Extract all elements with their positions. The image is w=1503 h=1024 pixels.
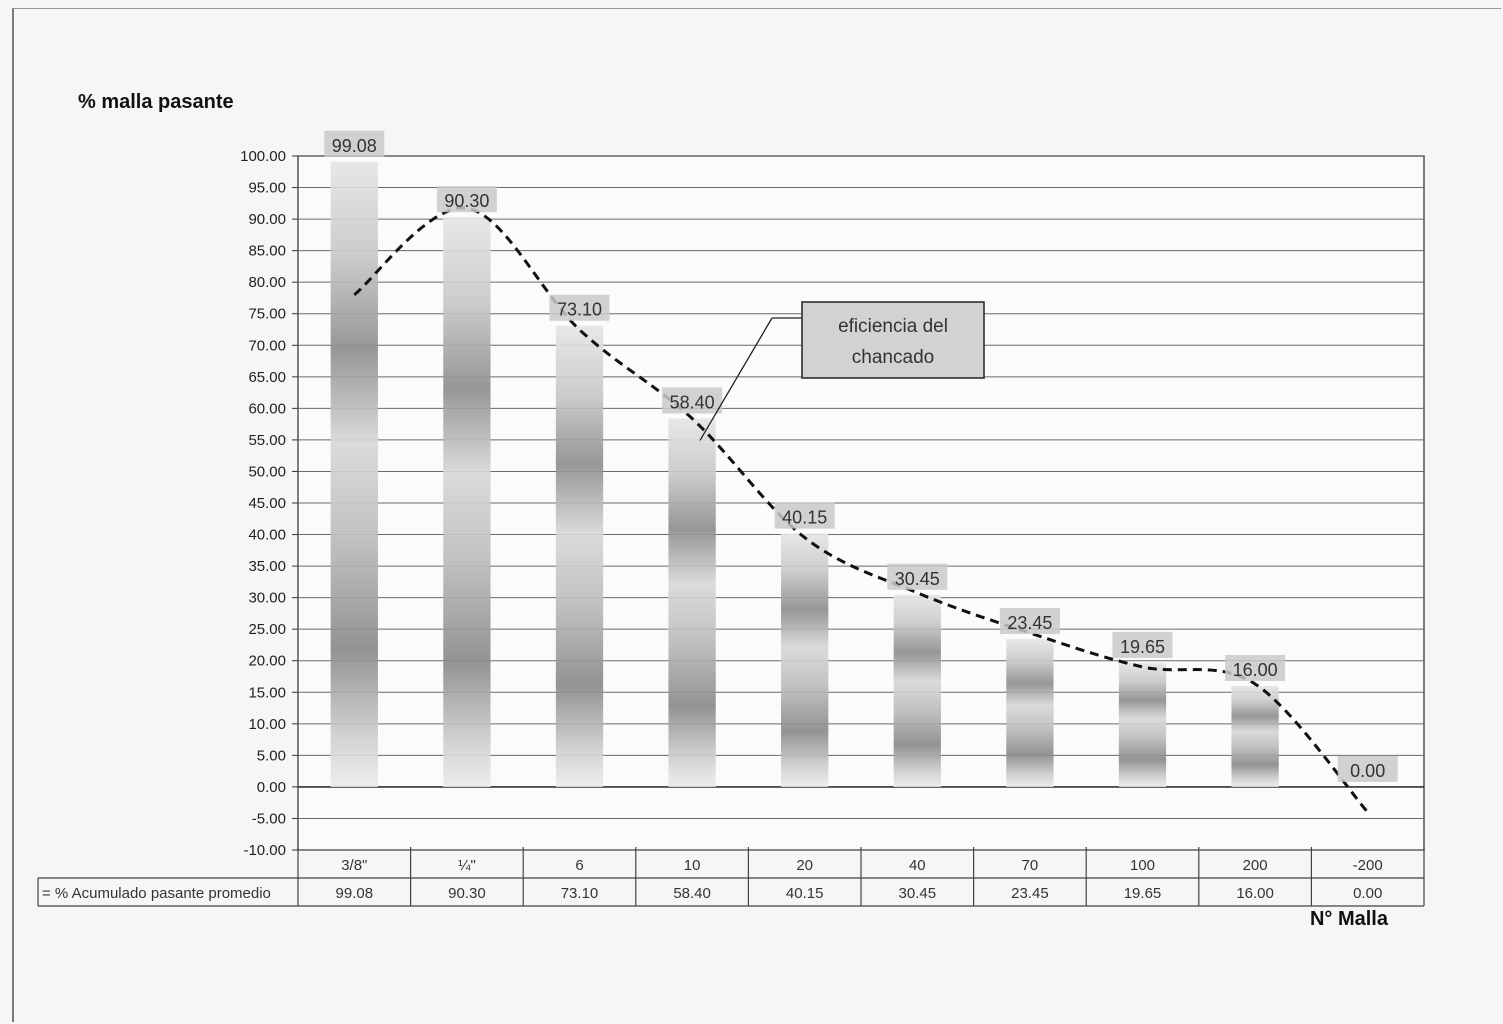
data-label-bg	[324, 130, 385, 157]
data-label-bg	[436, 186, 497, 213]
data-label-bg	[999, 607, 1060, 634]
y-tick-label: 45.00	[248, 495, 286, 512]
y-tick-label: 65.00	[248, 369, 286, 386]
y-tick-label: -5.00	[252, 810, 286, 827]
bar	[1231, 685, 1279, 787]
data-label: 0.00	[1350, 761, 1385, 781]
y-tick-label: 85.00	[248, 243, 286, 260]
y-tick-label: 30.00	[248, 590, 286, 607]
data-label: 30.45	[895, 569, 940, 589]
y-tick-label: 5.00	[257, 747, 286, 764]
annotation-text: chancado	[852, 347, 934, 368]
y-tick-label: 95.00	[248, 180, 286, 197]
data-label-bg	[887, 563, 948, 590]
table-value: 40.15	[786, 885, 824, 902]
bar	[555, 325, 604, 787]
data-table: 3/8" ¼" 6 10 20 40 70 100 200 -200 99.08 90.30 73.10…	[37, 847, 1425, 907]
trendline	[353, 206, 1369, 814]
bar	[1118, 662, 1167, 787]
bar	[781, 533, 829, 787]
table-value: 90.30	[448, 885, 486, 902]
trendline-path	[353, 206, 1369, 814]
x-tick-label: 10	[684, 857, 701, 874]
y-tick-label: 90.00	[248, 211, 286, 228]
callout-pointer	[699, 317, 773, 441]
x-tick-label: -200	[1353, 857, 1383, 874]
y-tick-label: 15.00	[248, 684, 286, 701]
y-tick-label: 20.00	[248, 653, 286, 670]
y-tick-label: 50.00	[248, 463, 286, 480]
table-value: 73.10	[561, 885, 599, 902]
data-label: 99.08	[332, 136, 377, 156]
y-tick-label: 60.00	[248, 400, 286, 417]
x-tick-label: 6	[575, 857, 583, 874]
data-label-bg	[1112, 631, 1173, 658]
data-label: 19.65	[1120, 637, 1165, 657]
data-label-bg	[549, 294, 610, 321]
data-label-bg	[1337, 755, 1398, 782]
bars	[330, 161, 1279, 787]
axes: -10.00 -5.00 0.00 5.00 10.00 15.00 20.00 25.00 3…	[240, 148, 298, 859]
x-axis-title: N° Malla	[1310, 908, 1389, 930]
x-tick-label: 20	[796, 857, 813, 874]
bar	[893, 594, 941, 787]
y-tick-label: 0.00	[257, 779, 286, 796]
y-tick-label: 55.00	[248, 432, 286, 449]
y-tick-label: 100.00	[240, 148, 286, 165]
data-label-bg	[662, 387, 723, 414]
x-tick-label: 3/8"	[341, 857, 367, 874]
annotation: eficiencia del chancado	[699, 301, 985, 441]
data-label-bg	[774, 502, 835, 529]
x-tick-label: 100	[1130, 857, 1155, 874]
data-label-bg	[1225, 654, 1286, 681]
table-value: 30.45	[899, 885, 937, 902]
annotation-text: eficiencia del	[838, 316, 948, 337]
table-value: 99.08	[336, 885, 374, 902]
y-tick-label: 25.00	[248, 621, 286, 638]
data-label: 16.00	[1233, 660, 1278, 680]
x-tick-label: 40	[909, 857, 926, 874]
annotation-box	[801, 301, 985, 379]
y-tick-label: 10.00	[248, 716, 286, 733]
y-tick-label: 35.00	[248, 558, 286, 575]
y-tick-label: 75.00	[248, 306, 286, 323]
data-label: 23.45	[1007, 613, 1052, 633]
table-series-name: = % Acumulado pasante promedio	[42, 885, 271, 902]
data-labels: 99.08 90.30 73.10 58.40 40.15 30.45 23.45 19.65…	[324, 130, 1398, 782]
data-label: 40.15	[782, 508, 827, 528]
table-value: 58.40	[673, 885, 711, 902]
x-tick-label: 200	[1243, 857, 1268, 874]
bar	[668, 418, 716, 787]
bar	[330, 161, 378, 787]
y-tick-label: -10.00	[243, 842, 286, 859]
y-tick-label: 40.00	[248, 527, 286, 544]
bar	[1006, 638, 1054, 787]
table-value: 16.00	[1236, 885, 1274, 902]
x-tick-label: 70	[1022, 857, 1039, 874]
page-frame	[12, 8, 1501, 1022]
data-label: 73.10	[557, 300, 602, 320]
bar	[443, 217, 491, 787]
y-axis-title: % malla pasante	[78, 91, 234, 113]
table-value: 19.65	[1124, 885, 1162, 902]
data-label: 58.40	[670, 392, 715, 412]
table-value: 0.00	[1353, 885, 1382, 902]
x-tick-label: ¼"	[458, 857, 476, 874]
y-tick-label: 80.00	[248, 274, 286, 291]
table-value: 23.45	[1011, 885, 1049, 902]
data-label: 90.30	[444, 191, 489, 211]
y-tick-label: 70.00	[248, 337, 286, 354]
